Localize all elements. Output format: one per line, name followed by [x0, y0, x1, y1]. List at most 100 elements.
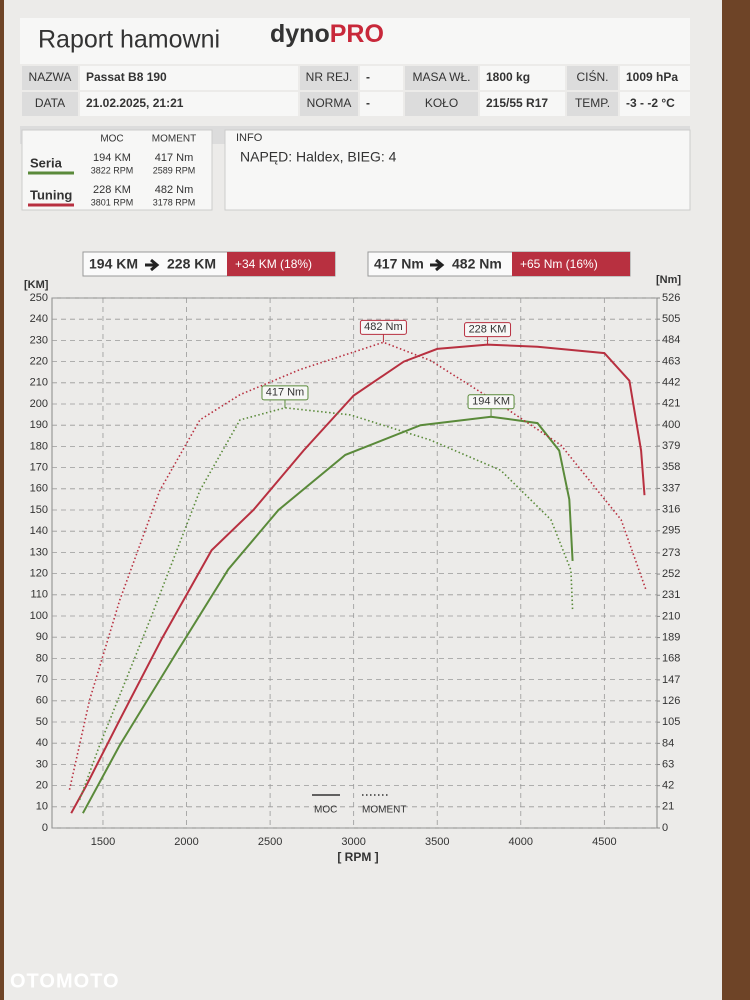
title-bar — [20, 18, 690, 64]
summary-torque-rpm: 2589 RPM — [153, 165, 196, 175]
value-cell — [620, 66, 690, 90]
brand-dyno: dynoPRO — [270, 20, 384, 48]
summary-box — [21, 129, 213, 211]
field-value: 21.02.2025, 21:21 — [86, 96, 184, 110]
value-cell — [480, 92, 565, 116]
y2-tick-label: 210 — [662, 610, 680, 622]
y2-tick-label: 189 — [662, 631, 680, 643]
y2-tick-label: 21 — [662, 801, 674, 813]
annotation-label: 482 Nm — [364, 321, 403, 333]
field-value: -3 - -2 °C — [626, 96, 675, 110]
y2-axis-label: [Nm] — [656, 274, 681, 286]
comparison-from: 417 Nm — [374, 256, 424, 272]
field-value: 1800 kg — [486, 70, 530, 84]
value-cell — [620, 92, 690, 116]
y2-tick-label: 231 — [662, 589, 680, 601]
comparison-delta: +65 Nm (16%) — [520, 257, 598, 271]
y-tick-label: 120 — [30, 568, 48, 580]
summary-power-rpm: 3822 RPM — [91, 165, 134, 175]
label-cell — [405, 92, 478, 116]
y-tick-label: 110 — [30, 589, 48, 601]
y-tick-label: 180 — [30, 440, 48, 452]
y2-tick-label: 505 — [662, 313, 680, 325]
report-title: Raport hamowni — [38, 26, 220, 54]
annotation-label: 417 Nm — [266, 387, 305, 399]
label-cell — [567, 92, 618, 116]
value-cell — [80, 92, 298, 116]
summary-power: 228 KM — [93, 184, 131, 196]
x-tick-label: 4500 — [592, 836, 616, 848]
y-tick-label: 230 — [30, 334, 48, 346]
info-label: INFO — [236, 132, 263, 144]
y-tick-label: 70 — [36, 674, 48, 686]
annotation-label: 194 KM — [472, 396, 510, 408]
field-value: 1009 hPa — [626, 70, 678, 84]
y-tick-label: 80 — [36, 652, 48, 664]
field-value: - — [366, 70, 370, 84]
x-axis-label: [ RPM ] — [337, 850, 378, 864]
y2-tick-label: 316 — [662, 504, 680, 516]
y-tick-label: 210 — [30, 377, 48, 389]
field-value: 215/55 R17 — [486, 96, 548, 110]
y-tick-label: 130 — [30, 546, 48, 558]
summary-power: 194 KM — [93, 152, 131, 164]
field-label: CIŚN. — [576, 69, 608, 84]
value-cell — [360, 66, 403, 90]
y-tick-label: 160 — [30, 483, 48, 495]
watermark: OTOMOTO — [10, 970, 120, 992]
y-tick-label: 190 — [30, 419, 48, 431]
annotation-box — [359, 319, 407, 335]
series-line — [68, 341, 647, 790]
y-tick-label: 140 — [30, 525, 48, 537]
y-tick-label: 240 — [30, 313, 48, 325]
field-label: KOŁO — [425, 96, 458, 110]
series-line — [78, 406, 574, 801]
y2-tick-label: 463 — [662, 355, 680, 367]
field-value: - — [366, 96, 370, 110]
annotation-box — [261, 385, 309, 401]
x-tick-label: 4000 — [509, 836, 533, 848]
y2-tick-label: 273 — [662, 547, 680, 559]
y-tick-label: 10 — [36, 801, 48, 813]
label-cell — [300, 66, 358, 90]
comparison-to: 482 Nm — [452, 256, 502, 272]
y2-tick-label: 442 — [662, 377, 680, 389]
y-tick-label: 100 — [30, 610, 48, 622]
y2-tick-label: 252 — [662, 568, 680, 580]
legend-label: MOC — [314, 805, 337, 816]
annotation-box — [464, 322, 512, 338]
x-tick-label: 1500 — [91, 836, 115, 848]
summary-power-rpm: 3801 RPM — [91, 197, 134, 207]
y-tick-label: 220 — [30, 356, 48, 368]
label-cell — [405, 66, 478, 90]
y-tick-label: 90 — [36, 631, 48, 643]
x-tick-label: 2000 — [174, 836, 198, 848]
summary-torque: 417 Nm — [155, 152, 194, 164]
info-text: NAPĘD: Haldex, BIEG: 4 — [240, 149, 397, 165]
series-line — [70, 343, 646, 814]
plot-frame — [51, 297, 658, 829]
label-cell — [300, 92, 358, 116]
summary-header: MOC — [100, 134, 123, 145]
content: NAZWA Passat B8 190 NR REJ. - MASA WŁ. 1800 k… — [10, 66, 690, 992]
y-tick-label: 30 — [36, 758, 48, 770]
annotation-label: 228 KM — [469, 324, 507, 336]
delta-box — [512, 252, 630, 276]
summary-header: MOMENT — [152, 134, 196, 145]
arrow — [430, 258, 445, 272]
y2-tick-label: 168 — [662, 653, 680, 665]
comparison-delta: +34 KM (18%) — [235, 257, 312, 271]
y2-tick-label: 63 — [662, 758, 674, 770]
x-tick-label: 2500 — [258, 836, 282, 848]
y-tick-label: 0 — [42, 822, 48, 834]
y-tick-label: 20 — [36, 780, 48, 792]
y2-tick-label: 0 — [662, 822, 668, 834]
label-cell — [567, 66, 618, 90]
summary-name: Seria — [30, 155, 63, 170]
y-tick-label: 60 — [36, 695, 48, 707]
y-tick-label: 40 — [36, 737, 48, 749]
y2-tick-label: 526 — [662, 292, 680, 304]
y-tick-label: 250 — [30, 292, 48, 304]
y-tick-label: 170 — [30, 462, 48, 474]
